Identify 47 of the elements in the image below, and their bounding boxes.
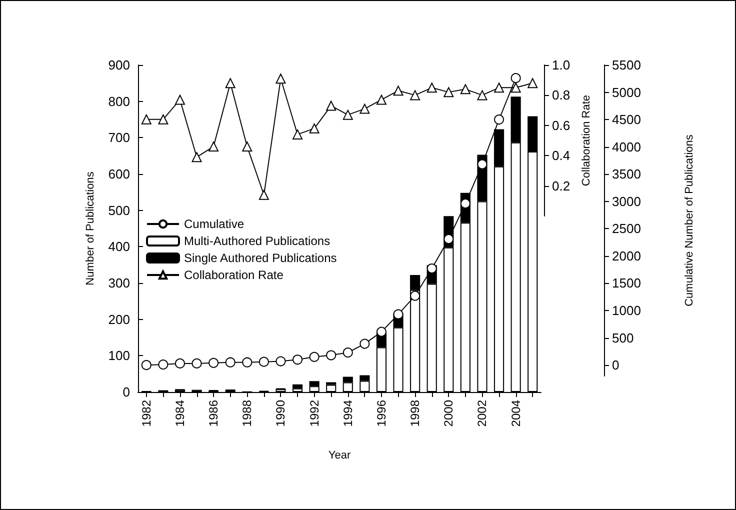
y3-tick-label: 1000 [612, 303, 641, 318]
y3-tick-label: 2500 [612, 221, 641, 236]
y-tick-label: 300 [108, 276, 130, 290]
x-tick-label: 1988 [240, 400, 254, 427]
y-tick-label: 600 [108, 166, 130, 182]
y-tick-label: 400 [108, 239, 130, 254]
x-axis-title: Year [328, 450, 351, 462]
legend-label: Multi-Authored Publications [184, 234, 330, 248]
y2-tick-label: 0.4 [552, 148, 570, 164]
y3-tick-label: 1500 [612, 276, 641, 291]
y-tick-label: 700 [108, 130, 130, 146]
y-tick-label: 200 [108, 312, 130, 327]
x-tick-label: 2000 [442, 400, 456, 427]
y-tick-label: 100 [108, 348, 130, 364]
y3-tick-label: 4500 [612, 112, 641, 128]
y-axis-title: Number of Publications [84, 171, 96, 286]
y3-tick-label: 3000 [612, 194, 641, 209]
y2-tick-label: 0.6 [552, 118, 570, 133]
y3-tick-label: 4000 [612, 139, 641, 154]
x-tick-label: 1998 [408, 400, 422, 427]
x-tick-label: 2004 [508, 400, 523, 427]
x-tick-label: 1994 [340, 400, 355, 427]
legend-label: Single Authored Publications [184, 251, 337, 265]
legend-label: Cumulative [184, 217, 244, 231]
y2-tick-label: 0.8 [552, 88, 570, 103]
x-tick-label: 2002 [475, 400, 490, 427]
y-tick-label: 500 [108, 202, 130, 218]
y2-tick-label: 0.2 [552, 178, 570, 194]
x-tick-label: 1984 [172, 400, 187, 427]
y-tick-label: 0 [122, 384, 130, 400]
x-tick-label: 1990 [274, 400, 288, 427]
y2-tick-label: 1.0 [552, 58, 570, 72]
x-tick-label: 1986 [206, 400, 221, 427]
y3-tick-label: 2000 [612, 248, 641, 264]
legend-label: Collaboration Rate [184, 268, 284, 282]
y3-tick-label: 0 [612, 358, 620, 373]
x-tick-label: 1996 [374, 400, 388, 427]
x-tick-label: 1992 [307, 400, 322, 427]
y3-axis-title: Cumulative Number of Publications [684, 134, 696, 306]
y3-tick-label: 5500 [612, 58, 641, 72]
y3-tick-label: 3500 [612, 166, 641, 182]
y3-tick-label: 500 [612, 330, 634, 346]
x-tick-label: 1982 [139, 400, 154, 427]
y2-axis-title: Collaboration Rate [580, 94, 592, 186]
y3-tick-label: 5000 [612, 84, 641, 100]
y-tick-label: 900 [108, 58, 130, 72]
y-tick-label: 800 [108, 94, 130, 109]
